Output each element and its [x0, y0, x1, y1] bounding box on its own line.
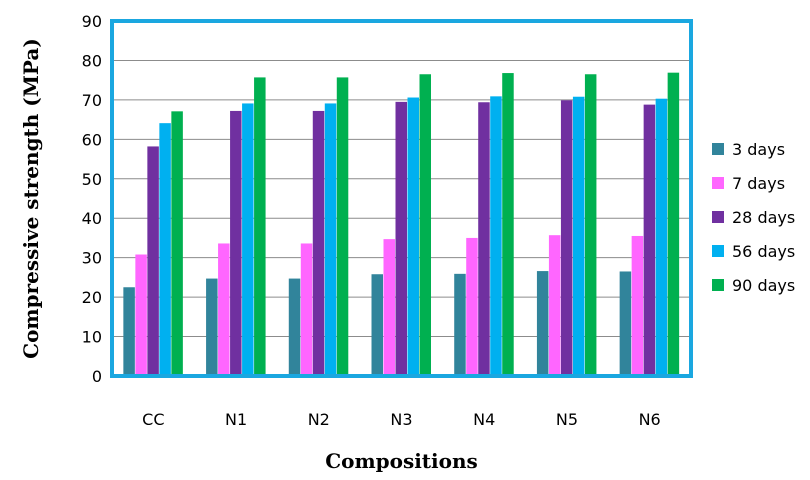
bar-56-days-N2: [324, 103, 337, 376]
y-tick-label: 0: [92, 367, 102, 386]
legend-swatch: [712, 279, 724, 291]
x-tick-label: N6: [639, 410, 661, 429]
bar-56-days-N1: [242, 103, 254, 376]
legend-label: 7 days: [732, 174, 785, 193]
bar-90-days-N4: [502, 73, 514, 377]
legend: 3 days 7 days 28 days 56 days 90 days: [712, 140, 795, 295]
bar-3-days-N5: [536, 271, 549, 376]
bar-7-days-N4: [466, 237, 478, 376]
bar-90-days-N1: [254, 77, 266, 377]
legend-label: 56 days: [732, 242, 795, 261]
bar-7-days-N2: [300, 243, 313, 376]
bar-28-days-N2: [312, 110, 325, 376]
bar-28-days-N1: [230, 110, 242, 376]
y-axis-title: Compressive strength (MPa): [19, 38, 43, 359]
bar-28-days-N6: [643, 104, 656, 376]
y-tick-label: 40: [82, 209, 102, 228]
bar-56-days-CC: [159, 123, 171, 377]
bar-3-days-N2: [288, 278, 301, 376]
bar-3-days-N4: [454, 273, 466, 376]
bar-28-days-N5: [560, 100, 573, 377]
y-tick-label: 60: [82, 130, 102, 149]
bar-90-days-CC: [171, 111, 183, 377]
bar-90-days-N3: [419, 74, 431, 376]
y-tick-label: 50: [82, 170, 102, 189]
legend-swatch: [712, 177, 724, 189]
legend-label: 28 days: [732, 208, 795, 227]
bar-28-days-CC: [147, 146, 159, 376]
bar-7-days-CC: [135, 254, 147, 376]
bar-28-days-N4: [478, 102, 490, 376]
legend-label: 3 days: [732, 140, 785, 159]
bar-3-days-N6: [619, 271, 632, 376]
bar-7-days-N1: [218, 243, 230, 376]
legend-swatch: [712, 143, 724, 155]
bars: [123, 72, 680, 377]
legend-swatch: [712, 211, 724, 223]
x-tick-label: N2: [308, 410, 330, 429]
bar-28-days-N3: [395, 101, 407, 376]
bar-90-days-N6: [667, 72, 680, 376]
y-tick-label: 90: [82, 12, 102, 31]
x-tick-label: N3: [390, 410, 412, 429]
bar-3-days-N1: [206, 278, 218, 376]
bar-56-days-N6: [655, 98, 668, 376]
y-tick-label: 30: [82, 249, 102, 268]
x-tick-label: N4: [473, 410, 495, 429]
y-tick-label: 70: [82, 91, 102, 110]
x-axis-ticks: CC N1 N2 N3 N4 N5 N6: [142, 410, 661, 429]
bar-7-days-N5: [548, 235, 561, 376]
bar-7-days-N3: [383, 239, 395, 376]
bar-90-days-N5: [584, 74, 597, 376]
x-tick-label: N1: [225, 410, 247, 429]
y-tick-label: 20: [82, 288, 102, 307]
x-axis-title: Compositions: [325, 449, 478, 473]
y-axis-ticks: 0 10 20 30 40 50 60 70 80 90: [82, 12, 102, 386]
bar-90-days-N2: [336, 77, 349, 377]
bar-3-days-N3: [371, 274, 383, 376]
legend-swatch: [712, 245, 724, 257]
y-tick-label: 10: [82, 328, 102, 347]
bar-56-days-N3: [407, 97, 419, 377]
bar-56-days-N5: [572, 96, 585, 376]
bar-3-days-CC: [123, 287, 135, 376]
legend-label: 90 days: [732, 276, 795, 295]
y-tick-label: 80: [82, 51, 102, 70]
bar-56-days-N4: [490, 96, 502, 376]
plot-border: [110, 19, 693, 378]
x-tick-label: CC: [142, 410, 164, 429]
bar-7-days-N6: [631, 235, 644, 376]
x-tick-label: N5: [556, 410, 578, 429]
